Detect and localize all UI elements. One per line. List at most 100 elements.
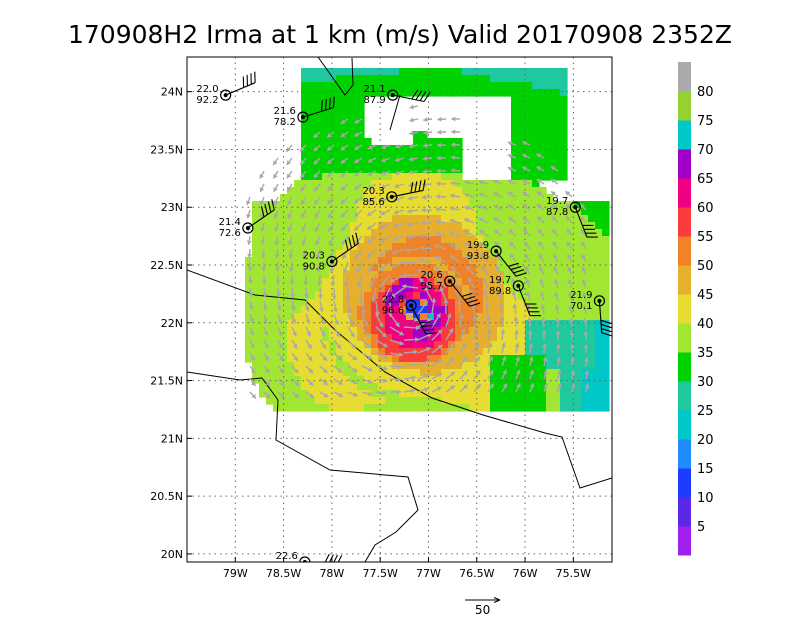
wind-vector-head <box>420 220 425 226</box>
wind-vector-head <box>480 253 485 259</box>
wind-vector-head <box>292 331 297 337</box>
wind-vector-head <box>525 291 531 296</box>
wind-barb-flag <box>508 262 519 267</box>
colorbar-label: 65 <box>697 172 714 187</box>
wind-vector-head <box>371 297 377 303</box>
wind-vector-head <box>408 169 413 175</box>
wind-vector-head <box>367 366 373 372</box>
wind-vector-head <box>450 266 456 271</box>
wind-barb-staff <box>517 285 531 316</box>
wind-vector-head <box>379 251 385 257</box>
wind-vector-head <box>320 331 326 337</box>
wind-vector-head <box>314 213 320 219</box>
wind-vector-head <box>345 296 351 301</box>
wind-barb-flag <box>410 182 414 194</box>
wind-vector-head <box>464 205 470 211</box>
observation-value-2: 85.6 <box>363 197 385 208</box>
wind-vector-head <box>367 239 372 244</box>
wind-vector-head <box>273 213 279 219</box>
wind-vector-head <box>550 166 556 171</box>
wind-vector-head <box>553 254 558 259</box>
wind-vector-head <box>355 253 360 259</box>
wind-vector-head <box>356 282 362 288</box>
wind-vector-head <box>249 330 255 336</box>
wind-vector-head <box>249 318 254 323</box>
wind-vector-head <box>464 180 470 186</box>
wind-vector-head <box>565 191 571 196</box>
wind-vector-head <box>463 384 468 390</box>
wind-vector-head <box>540 291 545 297</box>
wind-vector-head <box>541 330 547 335</box>
wind-vector-head <box>302 267 308 273</box>
wind-vector-head <box>274 240 280 246</box>
wind-vector-head <box>449 218 455 224</box>
wind-vector-head <box>488 356 494 361</box>
wind-vector-head <box>367 391 373 397</box>
colorbar-label: 80 <box>697 85 714 100</box>
wind-vector-head <box>583 344 589 349</box>
wind-vector-head <box>537 229 543 234</box>
wind-barb-flag <box>415 90 423 101</box>
wind-vector-head <box>424 374 430 379</box>
wind-vector-head <box>340 119 346 124</box>
wind-vector-head <box>511 278 516 284</box>
wind-vector-head <box>294 381 299 386</box>
wind-vector-head <box>568 292 574 297</box>
x-tick-label: 77W <box>416 567 441 580</box>
wind-vector-head <box>321 344 327 349</box>
observation-point: 22.896.6 <box>382 294 437 335</box>
wind-vector-head <box>395 322 400 327</box>
wind-vector-head <box>436 168 441 174</box>
colorbar-segment <box>678 236 691 266</box>
wind-vector-head <box>247 267 253 272</box>
wind-vector-head <box>265 393 271 399</box>
wind-vector-head <box>378 322 384 328</box>
wind-vector-head <box>288 267 294 272</box>
wind-vector-head <box>527 330 533 335</box>
wind-vector-head <box>436 155 441 161</box>
wind-vector-head <box>409 130 414 136</box>
wind-vector-head <box>316 267 322 273</box>
wind-vector-head <box>565 203 571 209</box>
wind-vector-head <box>434 244 439 249</box>
observation-point: 21.472.6 <box>219 199 275 239</box>
wind-barb-flag <box>328 97 331 109</box>
vector-scale-arrowhead <box>493 597 501 603</box>
observation-point: 20.385.6 <box>363 179 426 208</box>
wind-vector-head <box>294 393 300 399</box>
wind-barb-flag <box>469 302 481 307</box>
wind-barb-flag <box>601 328 612 333</box>
wind-vector-head <box>493 179 499 185</box>
observation-point: 21.678.2 <box>274 96 335 128</box>
coastlines <box>187 57 612 562</box>
wind-vector-head <box>319 319 325 325</box>
wind-vector-head <box>451 116 456 122</box>
wind-vector-head <box>421 207 426 213</box>
wind-barb-flag <box>321 100 323 112</box>
wind-vector-head <box>423 387 429 393</box>
wind-vector-head <box>450 167 455 173</box>
wind-vector-head <box>437 344 443 350</box>
wind-barb-flag <box>333 554 339 562</box>
wind-vector-head <box>328 240 334 246</box>
wind-vector-head <box>566 228 571 234</box>
colorbar-segment <box>678 120 691 150</box>
station-circle <box>405 299 417 312</box>
wind-vector-head <box>340 159 346 164</box>
wind-vector-head <box>279 368 284 374</box>
wind-vector-head <box>529 369 535 375</box>
wind-vector-head <box>331 295 337 300</box>
wind-vector-head <box>417 268 423 274</box>
wind-vector-head <box>407 208 412 214</box>
y-tick-label: 23N <box>161 201 183 214</box>
wind-vector-head <box>516 383 521 389</box>
wind-vector-head <box>460 328 466 333</box>
wind-vector-head <box>435 194 441 200</box>
wind-vector-head <box>323 380 329 386</box>
wind-vector-head <box>278 356 284 361</box>
wind-vector-head <box>315 227 320 232</box>
wind-barb-flag <box>324 99 327 111</box>
wind-vector-head <box>501 342 506 348</box>
colorbar-segment <box>678 381 691 411</box>
